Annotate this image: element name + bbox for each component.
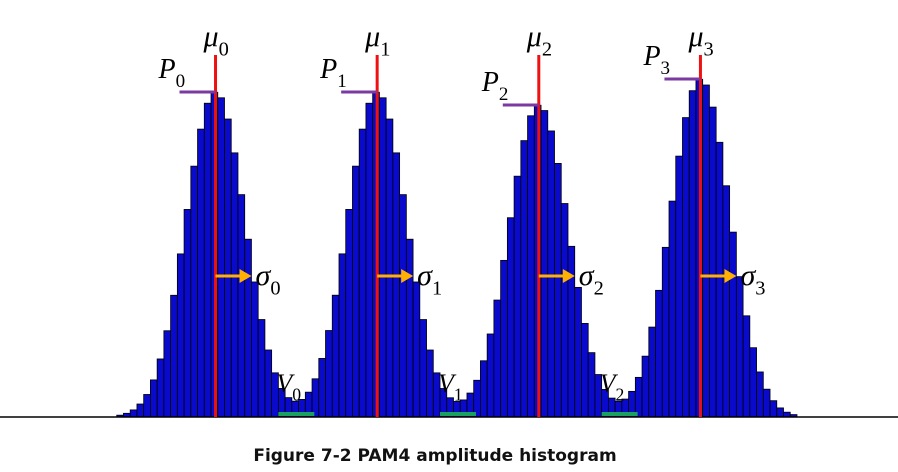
histogram-bar: [358, 128, 367, 418]
histogram-bar: [163, 330, 172, 418]
histogram-bar: [405, 238, 414, 418]
histogram-bar: [547, 130, 555, 418]
histogram-bars: [116, 78, 798, 418]
sigma-label-0: σ0: [256, 259, 281, 300]
histogram-bar: [176, 253, 185, 418]
peak-label-2: P2: [481, 67, 509, 105]
histogram-bar: [486, 333, 495, 418]
histogram-bar: [217, 97, 225, 418]
histogram-bar: [412, 281, 421, 418]
histogram-bar: [688, 90, 697, 418]
mean-label-0: μ0: [203, 20, 229, 61]
histogram-bar: [769, 400, 778, 418]
histogram-bar: [379, 97, 387, 418]
histogram-bar: [634, 376, 643, 418]
histogram-bar: [224, 118, 232, 418]
histogram-bar: [729, 231, 737, 418]
histogram-bar: [385, 118, 394, 418]
histogram-bar: [318, 358, 326, 418]
histogram-bar: [776, 407, 784, 418]
sigma-arrow-head-3: [724, 269, 737, 283]
sigma-arrow-head-0: [239, 269, 252, 283]
histogram-bar: [506, 217, 515, 418]
histogram-bar: [399, 194, 407, 418]
histogram-bar: [264, 349, 273, 418]
histogram-bar: [237, 194, 246, 418]
sigma-label-3: σ3: [740, 259, 765, 300]
histogram-bar: [392, 152, 401, 418]
histogram-bar: [540, 110, 549, 418]
histogram-bar: [574, 286, 582, 418]
histogram-bar: [419, 319, 427, 418]
sigma-arrow-head-1: [401, 269, 414, 283]
histogram-bar: [325, 330, 333, 418]
histogram-bar: [143, 394, 151, 418]
histogram-bar: [183, 209, 192, 418]
histogram-bar: [520, 140, 528, 418]
histogram-bar: [190, 165, 198, 418]
mean-label-2: μ2: [526, 20, 552, 61]
sigma-label-1: σ1: [417, 259, 442, 300]
histogram-bar: [331, 294, 340, 418]
histogram-bar: [156, 358, 165, 418]
valley-label-1: V1: [438, 369, 463, 404]
histogram-bar: [136, 403, 145, 418]
figure-caption: Figure 7-2 PAM4 amplitude histogram: [253, 446, 617, 466]
histogram-bar: [345, 209, 353, 418]
histogram-bar: [352, 165, 360, 418]
histogram-bar: [129, 409, 138, 418]
histogram-bar: [554, 163, 562, 418]
histogram-bar: [244, 238, 252, 418]
histogram-bar: [661, 246, 670, 418]
histogram-bar: [715, 141, 724, 418]
histogram-bar: [749, 347, 757, 418]
histogram-bar: [702, 84, 710, 418]
peak-label-1: P1: [319, 54, 347, 92]
histogram-bar: [648, 326, 656, 418]
histogram-bar: [560, 203, 569, 418]
histogram-bar: [257, 319, 266, 418]
histogram-bar: [500, 259, 508, 418]
histogram-bar: [762, 388, 771, 418]
mean-label-1: μ1: [364, 20, 390, 61]
histogram-bar: [756, 371, 764, 418]
histogram-bar: [480, 360, 488, 418]
histogram-bar: [365, 102, 374, 418]
sigma-label-2: σ2: [579, 259, 604, 300]
peak-label-0: P0: [158, 54, 186, 92]
histogram-bar: [735, 276, 744, 418]
valley-label-0: V0: [276, 369, 301, 404]
histogram-bar: [426, 349, 434, 418]
histogram-bar: [493, 299, 502, 418]
histogram-bar: [722, 185, 731, 418]
histogram-chart: μ0 P0 σ0 μ1 P1 σ1 μ2 P2 σ2 μ3 P3 σ3 V0 V1 V2: [0, 20, 898, 418]
histogram-bar: [682, 117, 690, 418]
mean-label-3: μ3: [687, 20, 713, 61]
histogram-bar: [587, 352, 596, 418]
histogram-bar: [170, 294, 178, 418]
histogram-bar: [742, 315, 751, 418]
histogram-bar: [641, 355, 650, 418]
histogram-bar: [513, 175, 522, 418]
histogram-bar: [668, 200, 677, 418]
histogram-bar: [230, 152, 239, 418]
histogram-bar: [709, 106, 717, 418]
histogram-bar: [150, 379, 158, 418]
histogram-bar: [311, 378, 320, 418]
sigma-arrow-head-2: [562, 269, 575, 283]
histogram-bar: [527, 115, 535, 418]
peak-label-3: P3: [642, 41, 670, 79]
histogram-bar: [567, 245, 576, 418]
histogram-bar: [197, 128, 205, 418]
histogram-bar: [338, 253, 347, 418]
histogram-bar: [581, 323, 589, 418]
histogram-bar: [473, 379, 481, 418]
histogram-bar: [203, 102, 212, 418]
histogram-bar: [675, 155, 683, 418]
valley-label-2: V2: [600, 369, 625, 404]
histogram-bar: [655, 289, 663, 418]
histogram-bar: [251, 281, 259, 418]
